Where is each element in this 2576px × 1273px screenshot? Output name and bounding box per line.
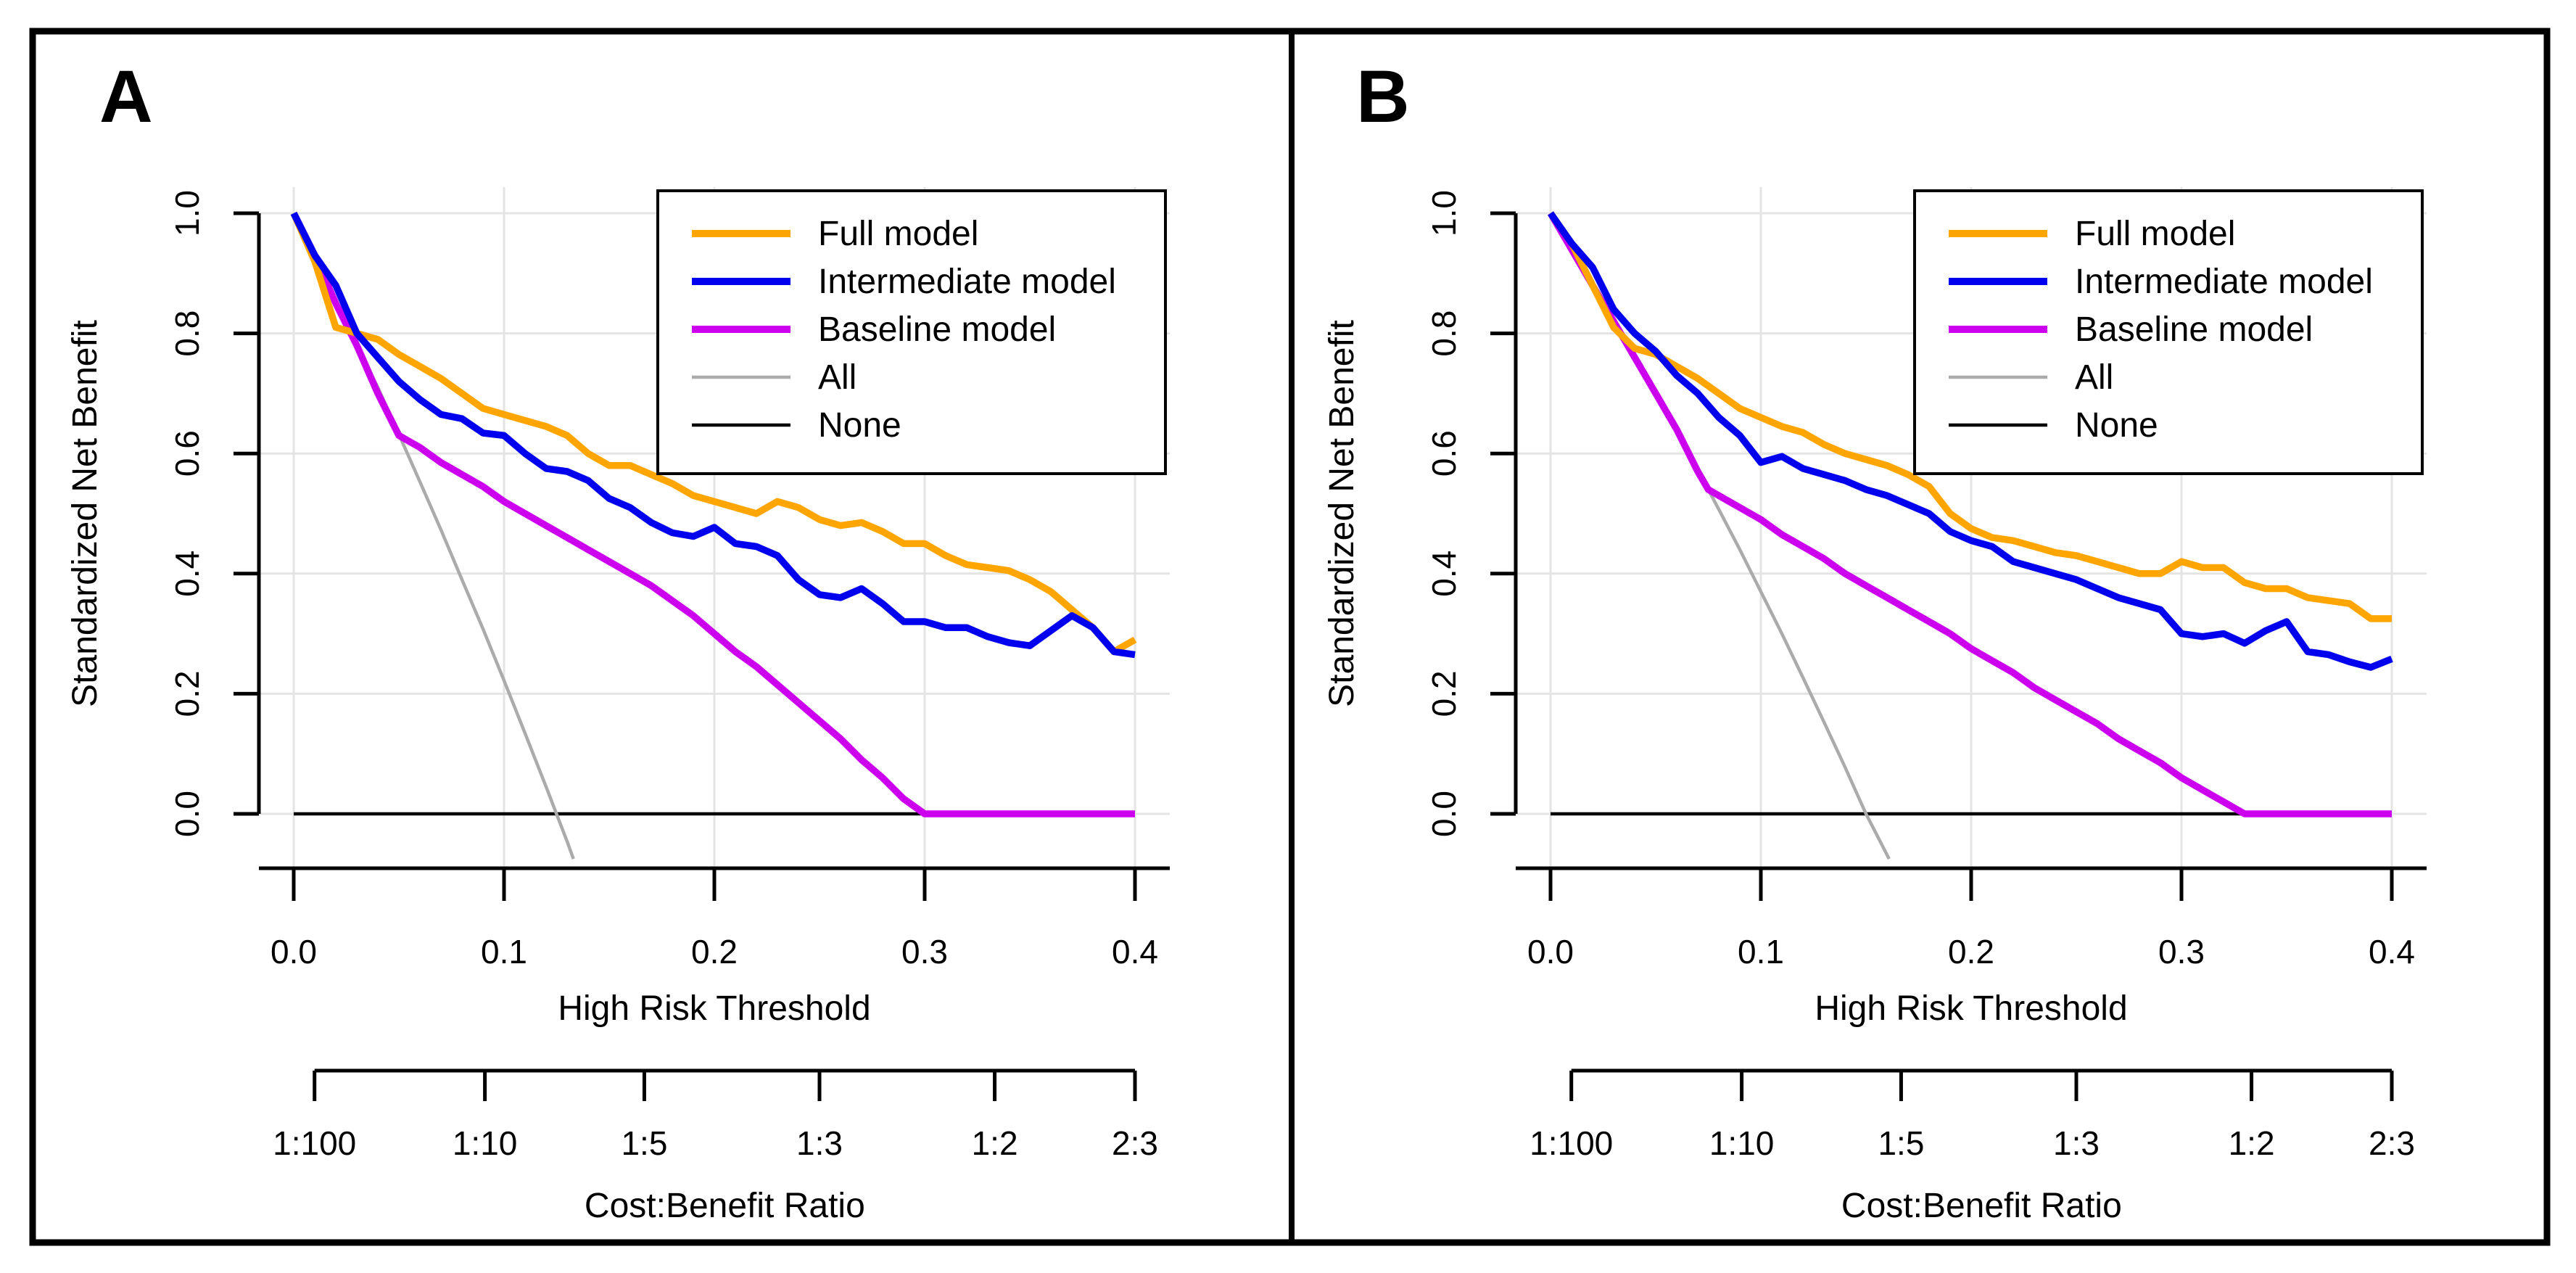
cost-benefit-tick-label: 1:5: [1878, 1124, 1924, 1162]
legend-label: None: [818, 406, 901, 445]
cost-benefit-tick-label: 1:100: [273, 1124, 356, 1162]
legend: Full model Intermediate model Baseline mod…: [656, 189, 1167, 475]
y-axis: 0.0 0.2 0.4 0.6 0.8 1.0 Standardized Net Benef…: [1323, 190, 1518, 837]
y-axis: 0.0 0.2 0.4 0.6 0.8 1.0 Standardized Net Benef…: [66, 190, 261, 837]
legend-label: Intermediate model: [2075, 263, 2373, 301]
legend-label: Full model: [2075, 215, 2235, 253]
x-tick-label: 0.2: [1948, 933, 1994, 971]
x-tick-label: 0.3: [901, 933, 948, 971]
y-tick-label: 0.6: [1425, 430, 1463, 477]
legend-label: All: [818, 358, 856, 397]
x-axis-title: High Risk Threshold: [1815, 989, 2127, 1028]
legend: Full model Intermediate model Baseline mod…: [1913, 189, 2424, 475]
y-tick-label: 0.0: [1425, 791, 1463, 837]
x-axis: 0.0 0.1 0.2 0.3 0.4 High Risk Threshold: [259, 866, 1170, 1028]
cost-benefit-tick-label: 1:3: [796, 1124, 843, 1162]
curve-full-model: [1548, 211, 2392, 622]
x-axis: 0.0 0.1 0.2 0.3 0.4 High Risk Threshold: [1516, 866, 2427, 1028]
cost-benefit-axis: 1:100 1:10 1:5 1:3 1:2 2:3 Cost:Benefit Ratio: [273, 1068, 1158, 1225]
x-tick-label: 0.3: [2158, 933, 2205, 971]
y-axis-title: Standardized Net Benefit: [66, 320, 104, 707]
y-tick-label: 0.2: [168, 670, 206, 717]
x-tick-label: 0.4: [2369, 933, 2415, 971]
panel-title: B: [1356, 55, 1410, 138]
y-tick-label: 0.8: [168, 310, 206, 357]
legend-label: Baseline model: [2075, 310, 2313, 349]
curves: [290, 211, 1137, 860]
cost-benefit-tick-label: 1:5: [621, 1124, 667, 1162]
curve-baseline-model: [290, 211, 1135, 817]
cost-benefit-tick-label: 1:10: [1709, 1124, 1775, 1162]
legend-label: Baseline model: [818, 310, 1056, 349]
y-tick-label: 0.4: [1425, 551, 1463, 597]
x-axis-title: High Risk Threshold: [558, 989, 870, 1028]
y-tick-label: 1.0: [168, 190, 206, 236]
curve-intermediate-model: [1548, 211, 2393, 671]
y-tick-label: 0.8: [1425, 310, 1463, 357]
cost-benefit-tick-label: 1:2: [972, 1124, 1018, 1162]
x-tick-label: 0.4: [1112, 933, 1158, 971]
x-tick-label: 0.1: [481, 933, 527, 971]
cost-benefit-tick-label: 1:3: [2053, 1124, 2100, 1162]
curve-intermediate-model: [290, 211, 1136, 659]
x-tick-label: 0.0: [1527, 933, 1574, 971]
panel-b: 0.0 0.2 0.4 0.6 0.8 1.0 Standardized Net Benef…: [1323, 55, 2427, 1225]
x-tick-label: 0.0: [271, 933, 317, 971]
x-tick-label: 0.2: [691, 933, 738, 971]
cost-benefit-tick-label: 1:2: [2229, 1124, 2275, 1162]
y-axis-title: Standardized Net Benefit: [1323, 320, 1361, 707]
cost-benefit-tick-label: 2:3: [2369, 1124, 2415, 1162]
cost-benefit-tick-label: 1:10: [453, 1124, 518, 1162]
y-tick-label: 1.0: [1425, 190, 1463, 236]
y-tick-label: 0.4: [168, 551, 206, 597]
y-tick-label: 0.6: [168, 430, 206, 477]
legend-label: Full model: [818, 215, 978, 253]
y-tick-label: 0.2: [1425, 670, 1463, 717]
cost-benefit-axis: 1:100 1:10 1:5 1:3 1:2 2:3 Cost:Benefit Ratio: [1530, 1068, 2415, 1225]
curves: [1547, 211, 2393, 860]
curve-baseline-model: [1547, 211, 2392, 817]
legend-label: Intermediate model: [818, 263, 1116, 301]
legend-label: None: [2075, 406, 2158, 445]
panel-title: A: [99, 55, 153, 138]
x-tick-label: 0.1: [1738, 933, 1784, 971]
cost-benefit-tick-label: 1:100: [1530, 1124, 1613, 1162]
cost-benefit-axis-title: Cost:Benefit Ratio: [585, 1187, 865, 1225]
panel-a: 0.0 0.2 0.4 0.6 0.8 1.0 Standardized Net Benef…: [66, 55, 1170, 1225]
curve-full-model: [290, 212, 1137, 656]
y-tick-label: 0.0: [168, 791, 206, 837]
cost-benefit-axis-title: Cost:Benefit Ratio: [1841, 1187, 2122, 1225]
legend-label: All: [2075, 358, 2113, 397]
cost-benefit-tick-label: 2:3: [1112, 1124, 1158, 1162]
